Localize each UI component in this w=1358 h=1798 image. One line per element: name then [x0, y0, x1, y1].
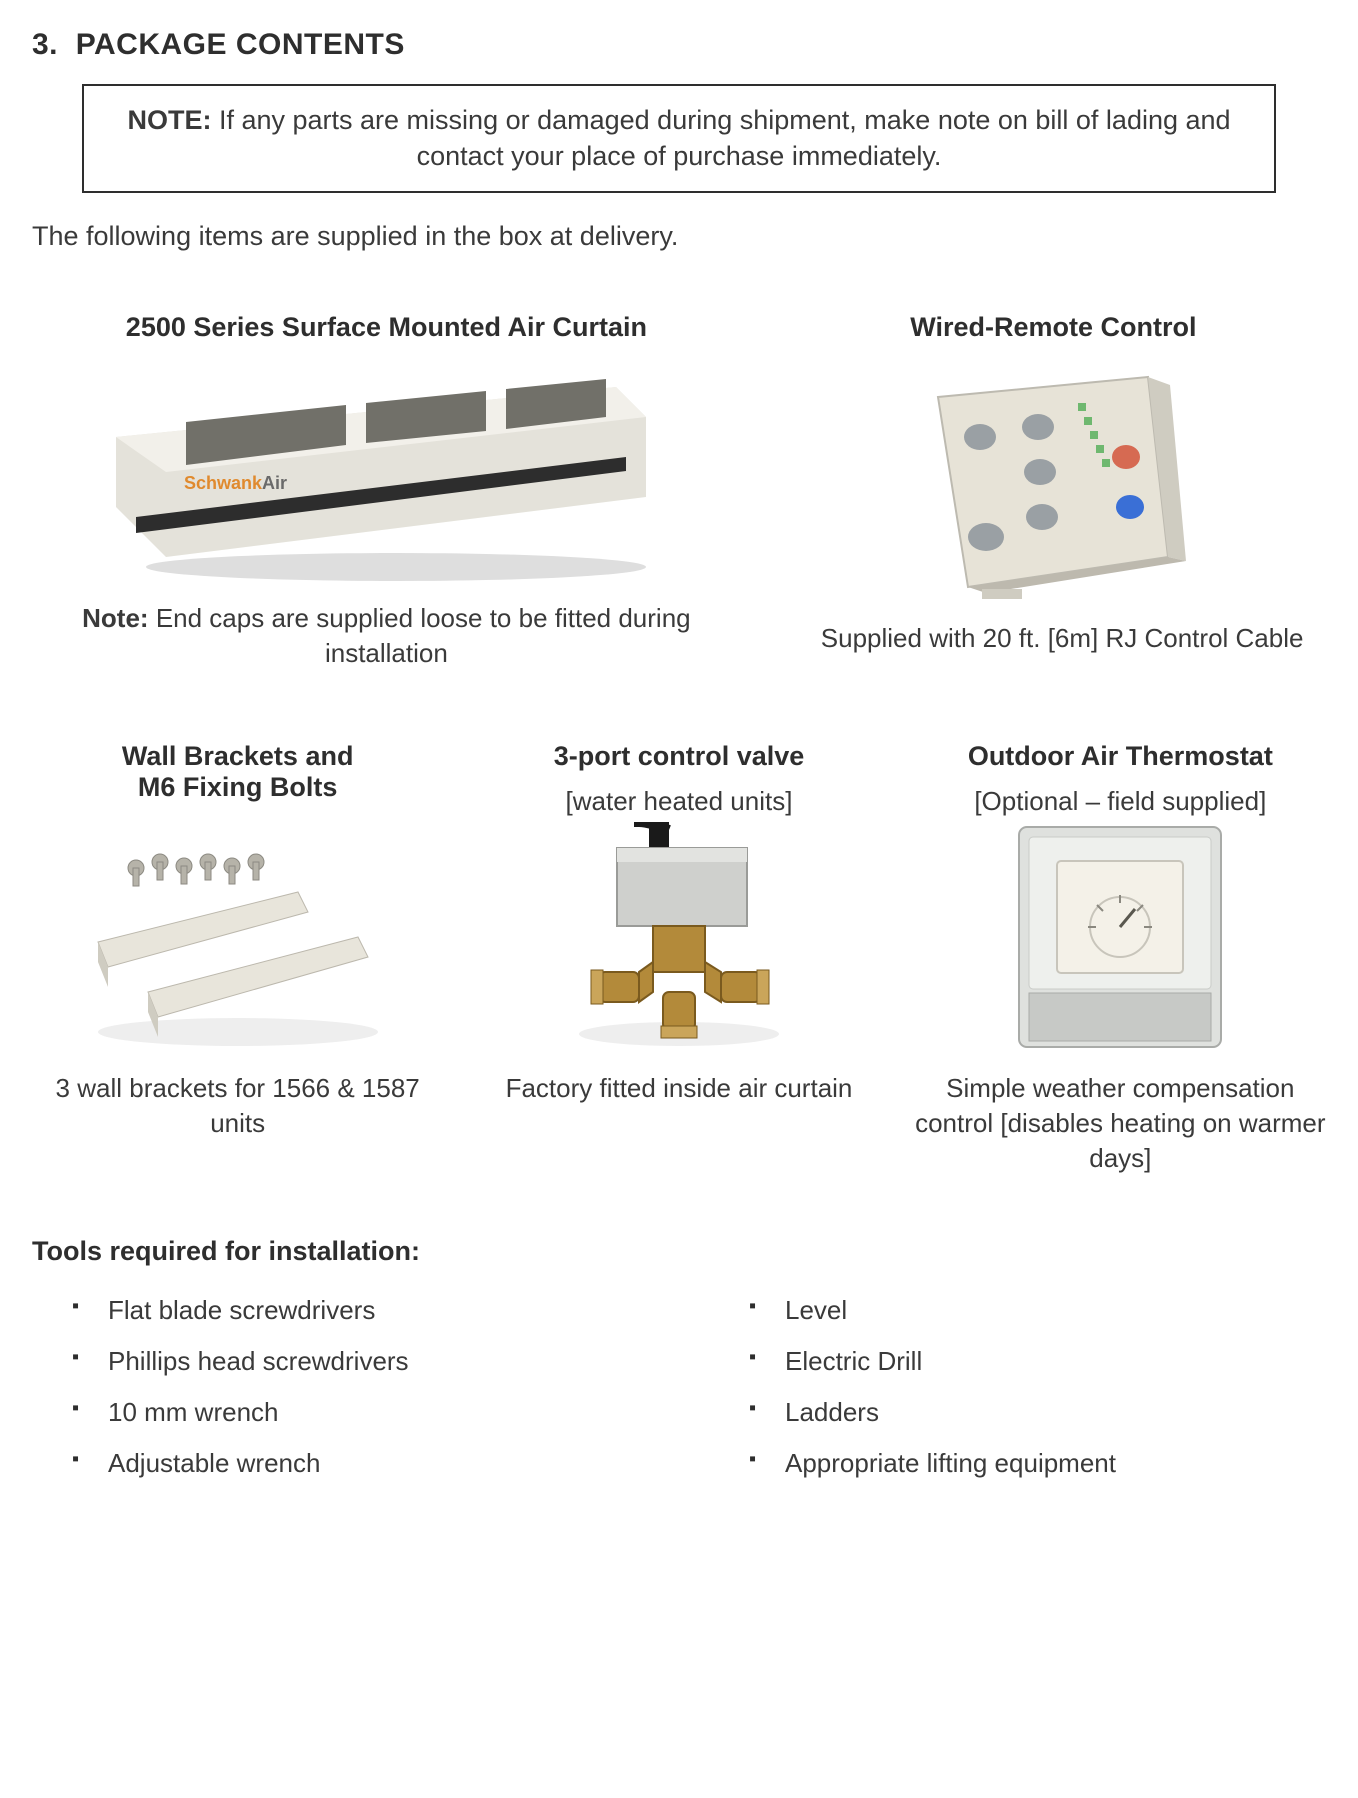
row-bottom: Wall Brackets and M6 Fixing Bolts [32, 741, 1326, 1176]
air-curtain-caption-text: End caps are supplied loose to be fitted… [156, 603, 691, 668]
remote-caption: Supplied with 20 ft. [6m] RJ Control Cab… [781, 621, 1326, 656]
thermostat-caption: Simple weather compensation control [dis… [915, 1071, 1326, 1176]
tool-item: Electric Drill [749, 1336, 1326, 1387]
air-curtain-image: SchwankAir [32, 357, 741, 587]
thermostat-title: Outdoor Air Thermostat [915, 741, 1326, 772]
section-number: 3. [32, 28, 58, 61]
valve-title: 3-port control valve [473, 741, 884, 772]
section-title-text: PACKAGE CONTENTS [76, 28, 405, 61]
item-thermostat: Outdoor Air Thermostat [Optional – field… [915, 741, 1326, 1176]
tool-item: 10 mm wrench [72, 1387, 649, 1438]
item-remote: Wired-Remote Control [781, 312, 1326, 671]
air-curtain-title: 2500 Series Surface Mounted Air Curtain [32, 312, 741, 343]
remote-image [781, 357, 1326, 607]
thermostat-image [915, 817, 1326, 1057]
tools-columns: Flat blade screwdrivers Phillips head sc… [32, 1285, 1326, 1489]
section-heading: 3. PACKAGE CONTENTS [32, 28, 1326, 62]
tool-item: Phillips head screwdrivers [72, 1336, 649, 1387]
air-curtain-caption-label: Note: [82, 603, 148, 633]
item-air-curtain: 2500 Series Surface Mounted Air Curtain … [32, 312, 741, 671]
valve-sub: [water heated units] [473, 786, 884, 817]
thermostat-sub: [Optional – field supplied] [915, 786, 1326, 817]
brackets-title: Wall Brackets and M6 Fixing Bolts [32, 741, 443, 803]
note-label: NOTE: [127, 105, 211, 135]
air-curtain-caption: Note: End caps are supplied loose to be … [32, 601, 741, 671]
tool-item: Adjustable wrench [72, 1438, 649, 1489]
tool-item: Ladders [749, 1387, 1326, 1438]
item-brackets: Wall Brackets and M6 Fixing Bolts [32, 741, 443, 1176]
tool-item: Appropriate lifting equipment [749, 1438, 1326, 1489]
note-box: NOTE: If any parts are missing or damage… [82, 84, 1276, 193]
brackets-image [32, 817, 443, 1057]
svg-text:SchwankAir: SchwankAir [184, 473, 287, 493]
tool-item: Level [749, 1285, 1326, 1336]
brackets-title-l2: M6 Fixing Bolts [138, 772, 338, 802]
row-top: 2500 Series Surface Mounted Air Curtain … [32, 312, 1326, 671]
tools-col-1: Flat blade screwdrivers Phillips head sc… [32, 1285, 649, 1489]
tool-item: Flat blade screwdrivers [72, 1285, 649, 1336]
valve-image [473, 817, 884, 1057]
brackets-caption: 3 wall brackets for 1566 & 1587 units [32, 1071, 443, 1141]
valve-caption: Factory fitted inside air curtain [473, 1071, 884, 1106]
brackets-title-l1: Wall Brackets and [122, 741, 354, 771]
item-valve: 3-port control valve [water heated units… [473, 741, 884, 1176]
remote-title: Wired-Remote Control [781, 312, 1326, 343]
intro-text: The following items are supplied in the … [32, 221, 1326, 252]
tools-heading: Tools required for installation: [32, 1236, 1326, 1267]
tools-col-2: Level Electric Drill Ladders Appropriate… [709, 1285, 1326, 1489]
note-text: If any parts are missing or damaged duri… [219, 105, 1231, 171]
